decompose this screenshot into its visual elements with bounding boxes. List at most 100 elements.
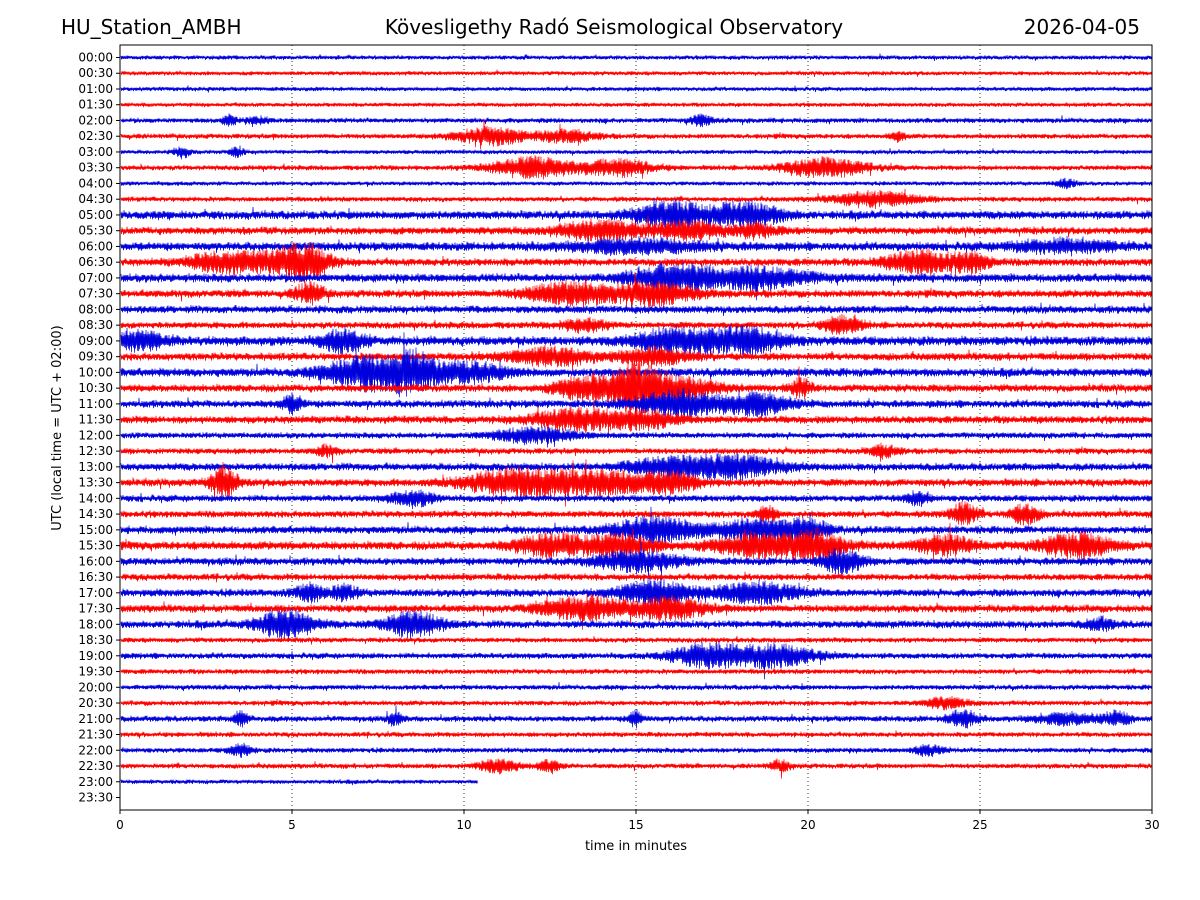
y-tick-label: 13:30 <box>78 476 113 490</box>
y-tick-label: 16:30 <box>78 570 113 584</box>
y-tick-label: 06:30 <box>78 255 113 269</box>
trace-row-08:00 <box>120 302 1153 316</box>
trace-row-12:30 <box>120 442 1153 464</box>
y-tick-label: 11:00 <box>78 397 113 411</box>
chart-title: Kövesligethy Radó Seismological Observat… <box>384 15 844 39</box>
y-tick-label: 07:30 <box>78 287 113 301</box>
date-label: 2026-04-05 <box>1023 15 1140 39</box>
y-tick-label: 23:00 <box>78 775 113 789</box>
y-tick-label: 04:00 <box>78 176 113 190</box>
trace-row-11:30 <box>120 400 1153 435</box>
traces <box>120 53 1153 786</box>
trace-row-01:30 <box>120 101 1153 108</box>
y-tick-label: 16:00 <box>78 554 113 568</box>
y-tick-label: 19:00 <box>78 649 113 663</box>
y-tick-label: 08:30 <box>78 318 113 332</box>
x-tick-label: 30 <box>1144 818 1159 832</box>
trace-row-04:30 <box>120 188 1153 210</box>
x-tick-label: 5 <box>288 818 296 832</box>
x-tick-label: 25 <box>972 818 987 832</box>
trace-row-19:30 <box>120 667 1153 675</box>
trace-row-08:30 <box>120 313 1153 335</box>
y-tick-label: 03:30 <box>78 161 113 175</box>
trace-row-06:30 <box>120 242 1153 284</box>
y-tick-label: 18:30 <box>78 633 113 647</box>
x-axis-label: time in minutes <box>585 839 687 854</box>
trace-row-20:30 <box>120 696 1153 711</box>
y-tick-label: 02:00 <box>78 113 113 127</box>
x-tick-label: 10 <box>456 818 471 832</box>
y-tick-label: 05:00 <box>78 208 113 222</box>
trace-row-14:30 <box>120 501 1153 526</box>
trace-row-16:00 <box>120 540 1153 580</box>
trace-row-05:00 <box>120 197 1153 232</box>
trace-row-12:00 <box>120 425 1153 448</box>
trace-row-10:00 <box>120 332 1153 398</box>
y-tick-label: 14:00 <box>78 491 113 505</box>
trace-row-17:30 <box>120 594 1153 630</box>
trace-row-01:00 <box>120 85 1153 93</box>
plot-frame <box>119 44 1153 811</box>
y-tick-label: 01:30 <box>78 98 113 112</box>
x-axis: 0 5 10 15 20 25 30 <box>116 810 1160 832</box>
trace-row-17:00 <box>120 578 1153 608</box>
y-tick-label: 11:30 <box>78 413 113 427</box>
trace-row-05:30 <box>120 215 1153 243</box>
y-tick-label: 01:00 <box>78 82 113 96</box>
trace-row-18:00 <box>120 608 1153 642</box>
y-tick-label: 21:30 <box>78 728 113 742</box>
y-tick-label: 12:00 <box>78 428 113 442</box>
y-tick-label: 15:30 <box>78 539 113 553</box>
y-tick-label: 22:30 <box>78 759 113 773</box>
trace-row-19:00 <box>120 641 1153 680</box>
y-tick-label: 19:30 <box>78 665 113 679</box>
trace-row-00:00 <box>120 53 1153 61</box>
trace-row-16:30 <box>120 571 1153 583</box>
y-tick-label: 06:00 <box>78 239 113 253</box>
trace-row-00:30 <box>120 69 1153 78</box>
y-tick-label: 15:00 <box>78 523 113 537</box>
trace-row-02:00 <box>120 113 1153 128</box>
trace-row-23:00 <box>120 778 478 786</box>
y-tick-label: 21:00 <box>78 712 113 726</box>
x-tick-label: 20 <box>800 818 815 832</box>
y-tick-label: 10:30 <box>78 381 113 395</box>
y-tick-label: 23:30 <box>78 791 113 805</box>
grid <box>291 45 981 810</box>
y-tick-label: 17:00 <box>78 586 113 600</box>
y-tick-label: 05:30 <box>78 224 113 238</box>
trace-row-13:30 <box>120 459 1153 507</box>
y-tick-label: 13:00 <box>78 460 113 474</box>
trace-row-11:00 <box>120 387 1153 419</box>
trace-row-21:30 <box>120 730 1153 739</box>
trace-row-09:00 <box>120 324 1153 359</box>
x-tick-label: 15 <box>628 818 643 832</box>
y-tick-label: 02:30 <box>78 129 113 143</box>
trace-row-10:30 <box>120 359 1153 418</box>
trace-row-15:30 <box>120 522 1153 563</box>
y-tick-label: 00:00 <box>78 51 113 65</box>
y-tick-label: 17:30 <box>78 602 113 616</box>
y-tick-label: 09:30 <box>78 350 113 364</box>
y-tick-label: 18:00 <box>78 617 113 631</box>
trace-row-04:00 <box>120 177 1153 190</box>
trace-row-03:00 <box>120 145 1153 160</box>
station-label: HU_Station_AMBH <box>61 15 242 39</box>
trace-row-15:00 <box>120 506 1153 547</box>
y-tick-label: 03:00 <box>78 145 113 159</box>
y-tick-label: 10:00 <box>78 365 113 379</box>
trace-row-07:30 <box>120 271 1153 311</box>
y-tick-label: 14:30 <box>78 507 113 521</box>
y-tick-label: 22:00 <box>78 743 113 757</box>
y-tick-label: 20:00 <box>78 680 113 694</box>
y-tick-label: 07:00 <box>78 271 113 285</box>
y-tick-label: 20:30 <box>78 696 113 710</box>
trace-row-03:30 <box>120 155 1153 180</box>
trace-row-09:30 <box>120 344 1153 371</box>
y-tick-label: 12:30 <box>78 444 113 458</box>
trace-row-13:00 <box>120 453 1153 483</box>
y-tick-label: 04:30 <box>78 192 113 206</box>
trace-row-14:00 <box>120 489 1153 510</box>
